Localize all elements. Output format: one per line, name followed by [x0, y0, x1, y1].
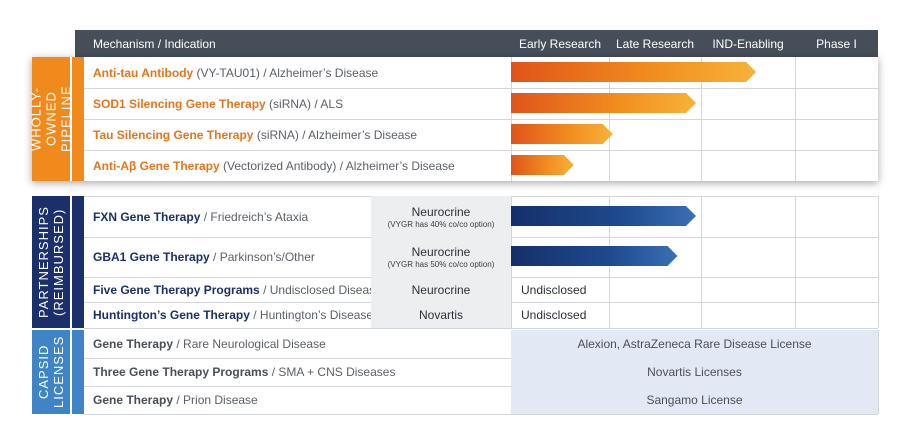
partner-name: Neurocrine	[411, 204, 471, 219]
row-program-detail: / SMA + CNS Diseases	[268, 365, 396, 379]
partner-cell: Neurocrine (VYGR has 40% co/co option)	[371, 196, 511, 237]
license-cell: Novartis Licenses	[511, 358, 878, 386]
partner-name: Novartis	[418, 308, 463, 322]
row-anti-abeta: Anti-Aβ Gene Therapy (Vectorized Antibod…	[93, 150, 455, 181]
grid-hline	[84, 150, 878, 151]
partner-cell: Neurocrine	[371, 277, 511, 302]
section-label-wholly-owned: WHOLLY- OWNED PIPELINE	[29, 57, 74, 181]
status-undisclosed: Undisclosed	[521, 308, 587, 322]
partner-note: (VYGR has 50% co/co option)	[387, 260, 495, 269]
grid-vline	[511, 57, 512, 181]
grid-hline	[84, 119, 878, 120]
row-fxn-gene-therapy: FXN Gene Therapy / Friedreich’s Ataxia	[93, 196, 308, 237]
row-program-name: GBA1 Gene Therapy	[93, 250, 210, 264]
row-huntingtons: Huntington’s Gene Therapy / Huntington’s…	[93, 302, 373, 328]
row-program-name: Three Gene Therapy Programs	[93, 365, 269, 379]
row-capsid-sma-cns: Three Gene Therapy Programs / SMA + CNS …	[93, 358, 395, 386]
row-program-detail: / Undisclosed Diseases	[259, 282, 388, 297]
row-program-detail: (siRNA) / ALS	[265, 96, 344, 111]
row-capsid-prion: Gene Therapy / Prion Disease	[93, 386, 258, 414]
grid-vline	[609, 57, 610, 181]
header-stage-ind-enabling: IND-Enabling	[712, 37, 784, 51]
grid-hline	[84, 358, 878, 359]
row-program-detail: / Huntington’s Disease	[249, 308, 374, 322]
row-program-name: Anti-tau Antibody	[93, 65, 194, 80]
grid-hline	[84, 88, 878, 89]
row-capsid-rare-neuro: Gene Therapy / Rare Neurological Disease	[93, 330, 326, 358]
row-program-name: Five Gene Therapy Programs	[93, 282, 260, 297]
license-cell: Sangamo License	[511, 386, 878, 414]
row-program-name: Anti-Aβ Gene Therapy	[93, 158, 220, 173]
row-program-detail: (Vectorized Antibody) / Alzheimer’s Dise…	[219, 158, 455, 173]
grid-hline	[84, 414, 878, 415]
partner-name: Neurocrine	[411, 282, 471, 297]
section-label-partnerships: PARTNERSHIPS (REIMBURSED)	[32, 196, 70, 328]
bar-gba1-gene-therapy	[511, 246, 678, 266]
capsid-accent	[72, 330, 84, 414]
row-anti-tau-antibody: Anti-tau Antibody (VY-TAU01) / Alzheimer…	[93, 57, 378, 88]
grid-vline	[878, 330, 879, 414]
row-program-detail: / Friedreich’s Ataxia	[200, 209, 309, 224]
grid-vline	[701, 196, 702, 328]
grid-hline	[84, 386, 878, 387]
grid-hline	[84, 328, 878, 329]
section-label-capsid: CAPSID LICENSES	[32, 330, 70, 414]
status-undisclosed: Undisclosed	[521, 282, 587, 297]
grid-vline	[795, 196, 796, 328]
license-cell: Alexion, AstraZeneca Rare Disease Licens…	[511, 330, 878, 358]
row-program-detail: / Prion Disease	[173, 393, 258, 407]
row-program-name: FXN Gene Therapy	[93, 209, 201, 224]
partner-cell: Novartis	[371, 302, 511, 328]
row-program-detail: / Parkinson’s/Other	[209, 250, 315, 264]
partner-cell: Neurocrine (VYGR has 50% co/co option)	[371, 237, 511, 277]
row-five-programs: Five Gene Therapy Programs / Undisclosed…	[93, 277, 388, 302]
grid-vline	[701, 57, 702, 181]
row-program-detail: (siRNA) / Alzheimer’s Disease	[253, 127, 418, 142]
header-stage-phase-1: Phase I	[816, 37, 857, 51]
grid-vline	[795, 57, 796, 181]
header-stage-early-research: Early Research	[518, 37, 602, 51]
grid-vline	[878, 196, 879, 328]
partner-note: (VYGR has 40% co/co option)	[387, 219, 495, 229]
partner-name: Neurocrine	[411, 245, 471, 259]
grid-vline	[609, 196, 610, 328]
row-program-name: Gene Therapy	[93, 337, 174, 351]
row-program-name: Gene Therapy	[93, 393, 174, 407]
grid-vline	[511, 196, 512, 328]
row-program-name: Huntington’s Gene Therapy	[93, 308, 250, 322]
row-program-detail: / Rare Neurological Disease	[173, 337, 326, 351]
header-mechanism: Mechanism / Indication	[93, 37, 216, 51]
header-bar	[75, 30, 878, 58]
row-program-name: SOD1 Silencing Gene Therapy	[93, 96, 266, 111]
row-program-detail: (VY-TAU01) / Alzheimer’s Disease	[193, 65, 379, 80]
bar-fxn-gene-therapy	[511, 206, 696, 226]
row-gba1-gene-therapy: GBA1 Gene Therapy / Parkinson’s/Other	[93, 237, 315, 277]
partnerships-accent	[72, 196, 84, 328]
wholly-owned-accent	[72, 57, 84, 181]
row-tau-silencing: Tau Silencing Gene Therapy (siRNA) / Alz…	[93, 119, 417, 150]
header-stage-late-research: Late Research	[615, 37, 695, 51]
row-sod1-silencing: SOD1 Silencing Gene Therapy (siRNA) / AL…	[93, 88, 343, 119]
row-program-name: Tau Silencing Gene Therapy	[93, 127, 254, 142]
